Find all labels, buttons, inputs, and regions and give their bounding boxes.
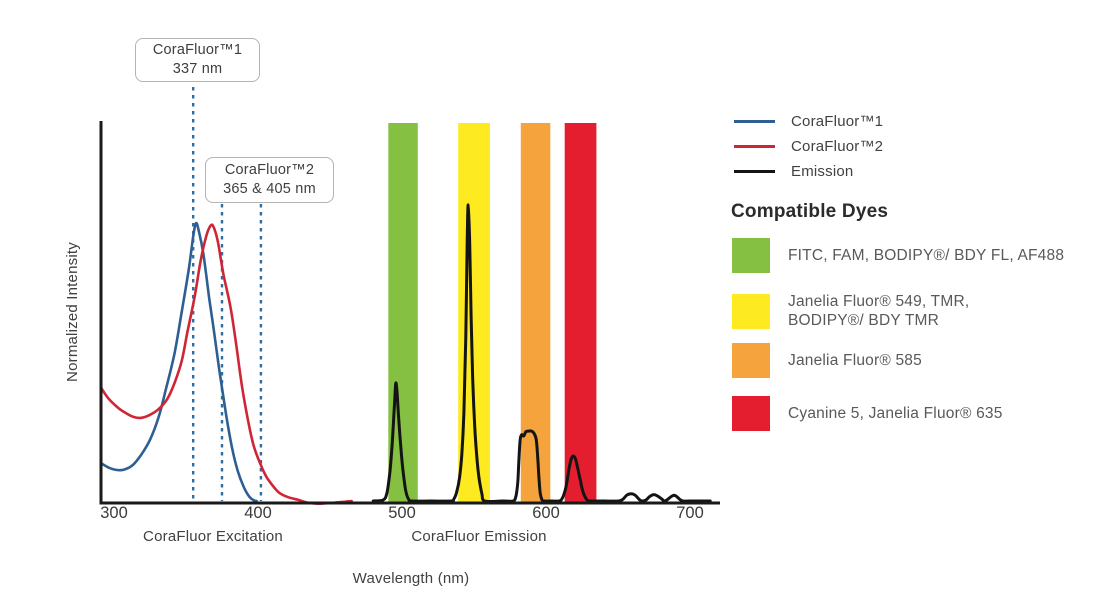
legend-line-emission bbox=[734, 170, 775, 173]
x-tick-700: 700 bbox=[676, 504, 704, 522]
dye-item-orange: Janelia Fluor® 585 bbox=[732, 343, 922, 378]
legend-label: CoraFluor™2 bbox=[791, 138, 884, 155]
legend-item-corafluor1: CoraFluor™1 bbox=[734, 109, 883, 134]
legend: CoraFluor™1 CoraFluor™2 Emission bbox=[734, 109, 883, 184]
x-axis-title: Wavelength (nm) bbox=[352, 570, 470, 587]
corafluor2-excitation-curve bbox=[99, 223, 353, 505]
dye-item-green: FITC, FAM, BODIPY®/ BDY FL, AF488 bbox=[732, 238, 1064, 273]
x-tick-300: 300 bbox=[100, 504, 128, 522]
dye-label: Cyanine 5, Janelia Fluor® 635 bbox=[788, 405, 1003, 422]
emission-axis-label: CoraFluor Emission bbox=[411, 528, 547, 545]
dye-swatch-orange bbox=[732, 343, 770, 378]
legend-line-corafluor2 bbox=[734, 145, 775, 148]
corafluor1-excitation-curve bbox=[99, 221, 258, 503]
annotation-corafluor1-name: CoraFluor™1 bbox=[152, 42, 243, 58]
y-axis-title: Normalized Intensity bbox=[64, 242, 81, 382]
x-tick-500: 500 bbox=[388, 504, 416, 522]
dye-item-yellow: Janelia Fluor® 549, TMR, BODIPY®/ BDY TM… bbox=[732, 292, 969, 330]
x-tick-600: 600 bbox=[532, 504, 560, 522]
legend-line-corafluor1 bbox=[734, 120, 775, 123]
legend-label: Emission bbox=[791, 163, 854, 180]
legend-label: CoraFluor™1 bbox=[791, 113, 884, 130]
compatible-dyes-title: Compatible Dyes bbox=[731, 201, 889, 222]
dye-swatch-red bbox=[732, 396, 770, 431]
annotation-corafluor2-name: CoraFluor™2 bbox=[224, 162, 315, 178]
annotation-box-corafluor1: CoraFluor™1 337 nm bbox=[135, 38, 260, 82]
annotation-corafluor1-wavelength: 337 nm bbox=[172, 61, 223, 77]
annotation-corafluor2-wavelength: 365 & 405 nm bbox=[223, 181, 316, 197]
dye-item-red: Cyanine 5, Janelia Fluor® 635 bbox=[732, 396, 1003, 431]
filter-band-red bbox=[564, 123, 597, 503]
annotation-box-corafluor2: CoraFluor™2 365 & 405 nm bbox=[205, 157, 334, 203]
dye-swatch-green bbox=[732, 238, 770, 273]
dye-label: FITC, FAM, BODIPY®/ BDY FL, AF488 bbox=[788, 247, 1065, 264]
dye-swatch-yellow bbox=[732, 293, 770, 329]
emission-curve bbox=[371, 203, 712, 504]
x-tick-400: 400 bbox=[244, 504, 272, 522]
excitation-axis-label: CoraFluor Excitation bbox=[143, 528, 283, 545]
legend-item-corafluor2: CoraFluor™2 bbox=[734, 134, 883, 159]
dye-label: Janelia Fluor® 549, TMR, BODIPY®/ BDY TM… bbox=[788, 293, 970, 329]
dye-label: Janelia Fluor® 585 bbox=[788, 352, 922, 369]
legend-item-emission: Emission bbox=[734, 159, 883, 184]
